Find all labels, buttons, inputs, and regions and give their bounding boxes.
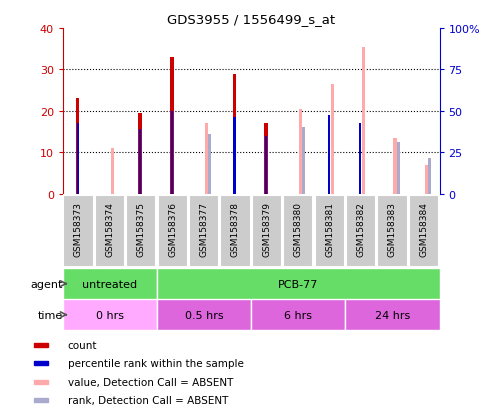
FancyBboxPatch shape [63,196,94,267]
Text: percentile rank within the sample: percentile rank within the sample [68,358,243,368]
FancyBboxPatch shape [377,196,408,267]
Text: GSM158376: GSM158376 [168,202,177,256]
Bar [299,109,302,194]
Text: GSM158380: GSM158380 [294,202,303,256]
FancyBboxPatch shape [220,196,251,267]
Bar [76,124,79,194]
FancyBboxPatch shape [189,196,219,267]
Bar [208,134,211,194]
Text: count: count [68,340,97,350]
Text: GSM158377: GSM158377 [199,202,209,256]
Text: GSM158382: GSM158382 [356,202,366,256]
Text: GSM158379: GSM158379 [262,202,271,256]
Bar [139,114,142,194]
Bar [170,58,173,194]
FancyBboxPatch shape [157,196,188,267]
Bar [362,47,365,194]
Bar [327,116,330,194]
Text: GSM158378: GSM158378 [231,202,240,256]
Text: rank, Detection Call = ABSENT: rank, Detection Call = ABSENT [68,395,228,405]
FancyBboxPatch shape [251,299,345,330]
FancyBboxPatch shape [157,299,251,330]
Bar [34,361,48,366]
Text: time: time [38,310,63,320]
Bar [34,343,48,347]
Text: 6 hrs: 6 hrs [284,310,312,320]
Text: GSM158375: GSM158375 [137,202,146,256]
FancyBboxPatch shape [345,299,440,330]
Text: 24 hrs: 24 hrs [375,310,410,320]
Bar [330,85,334,194]
Text: 0.5 hrs: 0.5 hrs [185,310,223,320]
Bar [34,380,48,384]
Text: PCB-77: PCB-77 [278,279,318,289]
Title: GDS3955 / 1556499_s_at: GDS3955 / 1556499_s_at [167,13,335,26]
Bar [302,128,305,194]
Text: value, Detection Call = ABSENT: value, Detection Call = ABSENT [68,377,233,387]
Text: GSM158383: GSM158383 [388,202,397,256]
FancyBboxPatch shape [63,268,157,299]
Bar [111,149,114,194]
FancyBboxPatch shape [346,196,376,267]
Bar [205,124,208,194]
Bar [428,159,431,194]
Text: untreated: untreated [82,279,138,289]
Bar [34,398,48,402]
Text: GSM158373: GSM158373 [74,202,83,256]
FancyBboxPatch shape [126,196,156,267]
Bar [359,124,361,194]
Bar [265,136,267,194]
FancyBboxPatch shape [283,196,313,267]
Bar [393,138,397,194]
Text: agent: agent [30,279,63,289]
Text: GSM158374: GSM158374 [105,202,114,256]
Bar [233,74,236,194]
Bar [139,130,142,194]
Bar [397,142,399,194]
FancyBboxPatch shape [252,196,282,267]
FancyBboxPatch shape [95,196,125,267]
Bar [170,112,173,194]
Text: 0 hrs: 0 hrs [96,310,124,320]
FancyBboxPatch shape [409,196,439,267]
FancyBboxPatch shape [63,299,157,330]
Bar [264,124,268,194]
Bar [76,99,79,194]
Bar [233,118,236,194]
Bar [425,165,428,194]
FancyBboxPatch shape [157,268,440,299]
FancyBboxPatch shape [314,196,345,267]
Text: GSM158384: GSM158384 [419,202,428,256]
Text: GSM158381: GSM158381 [325,202,334,256]
